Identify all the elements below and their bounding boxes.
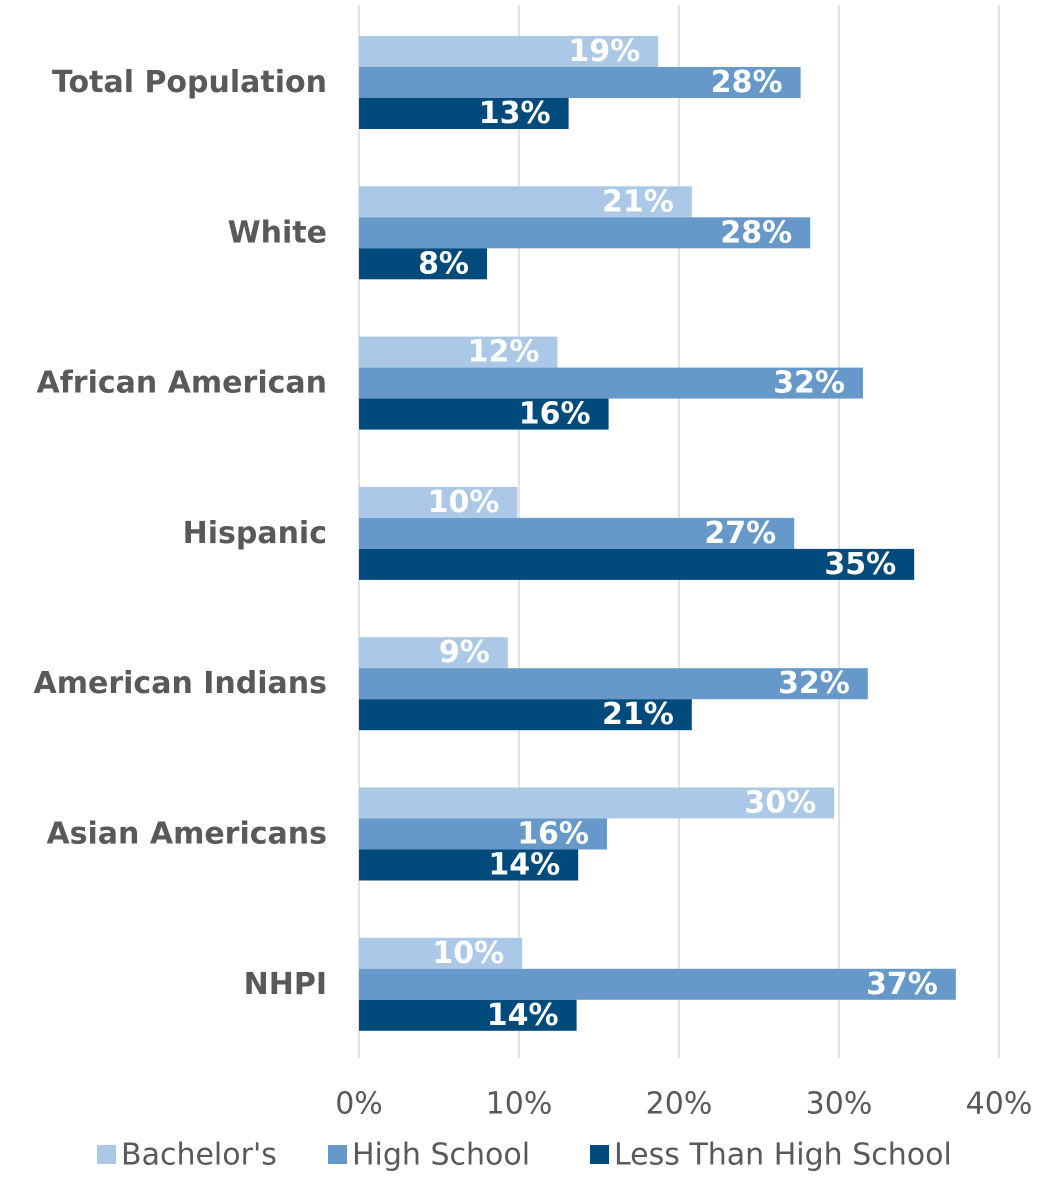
- data-label-high-school-american-indians: 32%: [778, 666, 850, 701]
- data-label-high-school-total-population: 28%: [711, 65, 783, 100]
- legend-swatch-bachelor-s: [97, 1145, 116, 1164]
- legend-label-high-school: High School: [352, 1138, 530, 1173]
- data-label-high-school-nhpi: 37%: [866, 967, 938, 1002]
- x-tick-label-40: 40%: [966, 1087, 1033, 1122]
- category-label-total-population: Total Population: [52, 65, 327, 100]
- bar-group-nhpi: 10% 37% 14%: [359, 936, 956, 1033]
- category-label-hispanic: Hispanic: [183, 516, 327, 551]
- data-label-high-school-hispanic: 27%: [704, 516, 776, 551]
- x-tick-label-10: 10%: [486, 1087, 553, 1122]
- category-labels: Total Population White African American His…: [34, 65, 327, 1002]
- data-label-bachelor-s-african-american: 12%: [468, 335, 540, 370]
- bar-bachelor-s-nhpi: [359, 937, 523, 969]
- bar-bachelor-s-white: [359, 186, 692, 218]
- data-label-bachelor-s-nhpi: 10%: [432, 936, 504, 971]
- bar-group-asian-americans: 30% 16%14%: [359, 786, 835, 883]
- bar-high-school-total-population: [359, 67, 801, 98]
- data-label-less-than-high-school-nhpi: 14%: [487, 998, 559, 1033]
- x-axis-tick-labels: 0% 10% 20% 30% 40%: [335, 1087, 1032, 1122]
- bar-bachelor-s-asian-americans: [359, 787, 835, 819]
- legend-item-less-than-high-school: Less Than High School: [590, 1138, 952, 1173]
- bar-bachelor-s-hispanic: [359, 486, 518, 518]
- bars: 19% 28% 13% 21% 28% 8% 12% 32% 16% 10% 27% 35% 9% 32%…: [359, 34, 956, 1033]
- bar-less-than-high-school-hispanic: [359, 548, 915, 580]
- bar-high-school-american-indians: [359, 668, 868, 700]
- bar-less-than-high-school-total-population: [359, 98, 569, 129]
- bar-group-american-indians: 9% 32% 21%: [359, 635, 868, 732]
- x-tick-label-30: 30%: [806, 1087, 873, 1122]
- bar-high-school-white: [359, 217, 811, 249]
- category-label-asian-americans: Asian Americans: [46, 817, 327, 852]
- data-label-bachelor-s-hispanic: 10%: [428, 485, 500, 520]
- bar-less-than-high-school-white: [359, 248, 487, 280]
- category-label-nhpi: NHPI: [244, 967, 327, 1002]
- bar-less-than-high-school-nhpi: [359, 999, 577, 1031]
- data-label-high-school-white: 28%: [720, 215, 792, 250]
- bar-bachelor-s-american-indians: [359, 637, 508, 669]
- bar-high-school-hispanic: [359, 517, 795, 549]
- data-label-less-than-high-school-hispanic: 35%: [824, 547, 896, 582]
- legend: Bachelor's High School Less Than High Scho…: [97, 1138, 952, 1173]
- data-label-bachelor-s-total-population: 19%: [568, 34, 640, 69]
- data-label-bachelor-s-american-indians: 9%: [439, 635, 490, 670]
- bar-high-school-asian-americans: [359, 818, 607, 850]
- category-label-african-american: African American: [37, 366, 327, 401]
- data-label-less-than-high-school-american-indians: 21%: [602, 697, 674, 732]
- data-label-less-than-high-school-white: 8%: [418, 246, 469, 281]
- data-label-bachelor-s-white: 21%: [602, 184, 674, 219]
- legend-label-bachelor-s: Bachelor's: [121, 1138, 277, 1173]
- legend-swatch-high-school: [328, 1145, 347, 1164]
- bar-group-hispanic: 10% 27% 35%: [359, 485, 915, 582]
- bar-less-than-high-school-african-american: [359, 398, 609, 430]
- x-tick-label-0: 0%: [335, 1087, 383, 1122]
- legend-item-bachelor-s: Bachelor's: [97, 1138, 277, 1173]
- bar-group-white: 21% 28% 8%: [359, 184, 811, 281]
- data-label-less-than-high-school-total-population: 13%: [479, 96, 551, 131]
- legend-label-less-than-high-school: Less Than High School: [614, 1138, 952, 1173]
- data-label-high-school-african-american: 32%: [773, 366, 845, 401]
- category-label-american-indians: American Indians: [34, 666, 327, 701]
- bar-group-african-american: 12% 32% 16%: [359, 335, 863, 432]
- bar-less-than-high-school-american-indians: [359, 699, 692, 731]
- bar-bachelor-s-total-population: [359, 36, 659, 67]
- x-tick-label-20: 20%: [646, 1087, 713, 1122]
- bar-group-total-population: 19% 28% 13%: [359, 34, 801, 131]
- data-label-less-than-high-school-african-american: 16%: [519, 397, 591, 432]
- category-label-white: White: [228, 215, 327, 250]
- bar-high-school-nhpi: [359, 968, 956, 1000]
- legend-swatch-less-than-high-school: [590, 1145, 609, 1164]
- bar-less-than-high-school-asian-americans: [359, 849, 579, 881]
- bar-high-school-african-american: [359, 367, 863, 399]
- data-label-less-than-high-school-asian-americans: 14%: [488, 848, 560, 883]
- data-label-bachelor-s-asian-americans: 30%: [744, 786, 816, 821]
- data-label-high-school-asian-americans: 16%: [517, 817, 589, 852]
- legend-item-high-school: High School: [328, 1138, 530, 1173]
- bar-bachelor-s-african-american: [359, 336, 558, 368]
